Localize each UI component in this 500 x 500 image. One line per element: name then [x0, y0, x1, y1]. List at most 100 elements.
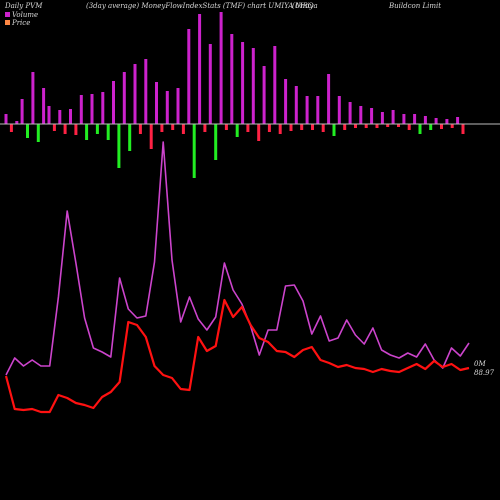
volume-bar — [429, 124, 433, 130]
volume-bar — [58, 110, 62, 124]
volume-bar — [69, 109, 72, 124]
volume-bar — [364, 124, 368, 128]
volume-bar — [235, 124, 239, 137]
volume-bar — [241, 42, 245, 124]
price-line — [4, 298, 470, 414]
legend-price-label: Price — [11, 19, 30, 27]
volume-bar — [106, 124, 110, 140]
chart-label-daily: Daily PVM — [4, 2, 43, 10]
price-volume-lines — [4, 141, 470, 414]
volume-bar — [397, 124, 400, 127]
volume-bar — [450, 124, 454, 128]
volume-bar — [418, 124, 422, 134]
volume-bar — [15, 121, 19, 124]
volume-bar — [251, 48, 255, 124]
legend-volume-swatch — [5, 12, 10, 17]
volume-bar — [257, 124, 261, 141]
volume-bar — [187, 29, 191, 124]
volume-bar — [273, 46, 277, 124]
volume-bar — [144, 59, 148, 124]
volume-bar — [456, 117, 460, 124]
volume-bar — [112, 81, 115, 124]
volume-bar — [370, 108, 374, 124]
company-label: (Umiya — [292, 2, 318, 10]
volume-bar — [402, 114, 406, 124]
volume-bar — [343, 124, 347, 130]
chart-label-mid: (3day average) MoneyFlowIndexStats (TMF)… — [86, 2, 314, 10]
volume-bar — [386, 124, 390, 127]
volume-bar — [337, 96, 341, 124]
volume-bar — [165, 91, 169, 124]
volume-bar — [440, 124, 443, 129]
volume-bar — [380, 112, 384, 124]
volume-line — [5, 141, 470, 376]
volume-bar — [138, 124, 142, 134]
volume-bar — [246, 124, 250, 132]
volume-bar — [413, 114, 417, 124]
volume-bar — [52, 124, 56, 131]
volume-bar — [300, 124, 304, 130]
volume-bar — [289, 124, 293, 131]
company-label-2: Buildcon Limit — [388, 2, 441, 10]
volume-bar — [327, 74, 331, 124]
volume-bar — [26, 124, 29, 138]
volume-bar — [375, 124, 379, 128]
volume-bar — [85, 124, 89, 140]
volume-bar — [203, 124, 207, 132]
volume-bar — [391, 110, 395, 124]
volume-bar — [181, 124, 185, 134]
volume-bar — [208, 44, 212, 124]
volume-bar — [74, 124, 78, 135]
volume-bar — [267, 124, 271, 132]
volume-bar — [42, 88, 46, 124]
volume-bar — [348, 102, 352, 124]
volume-bar — [354, 124, 357, 128]
volume-bar — [47, 106, 51, 124]
volume-bar — [219, 12, 223, 124]
volume-bar — [95, 124, 99, 134]
volume-bars — [4, 12, 465, 178]
volume-bar — [407, 124, 411, 130]
volume-bar — [332, 124, 336, 136]
volume-bar — [31, 72, 35, 124]
volume-bar — [101, 92, 105, 124]
volume-bar — [4, 114, 8, 124]
volume-bar — [445, 119, 449, 124]
legend-volume-label: Volume — [12, 11, 38, 19]
volume-bar — [149, 124, 153, 149]
volume-bar — [316, 96, 320, 124]
volume-bar — [321, 124, 325, 132]
volume-bar — [294, 86, 298, 124]
volume-bar — [128, 124, 132, 151]
volume-bar — [198, 14, 202, 124]
volume-bar — [423, 116, 427, 124]
volume-bar — [9, 124, 13, 132]
volume-bar — [63, 124, 67, 134]
volume-bar — [20, 99, 24, 124]
volume-bar — [278, 124, 282, 134]
volume-bar — [122, 72, 126, 124]
volume-bar — [434, 118, 438, 124]
volume-bar — [117, 124, 121, 168]
volume-bar — [90, 94, 94, 124]
volume-bar — [224, 124, 228, 130]
volume-bar — [214, 124, 218, 160]
volume-bar — [36, 124, 40, 142]
volume-bar — [311, 124, 314, 130]
volume-readout: 0M — [474, 360, 486, 368]
volume-bar — [176, 88, 180, 124]
volume-bar — [171, 124, 175, 130]
volume-bar — [262, 66, 266, 124]
volume-bar — [230, 34, 234, 124]
volume-bar — [160, 124, 164, 132]
volume-bar — [359, 106, 363, 124]
volume-bar — [305, 96, 309, 124]
volume-bar — [79, 95, 83, 124]
volume-bar — [461, 124, 465, 134]
volume-bar — [133, 64, 137, 124]
legend-price-swatch — [5, 20, 10, 25]
volume-bar — [155, 82, 158, 124]
volume-bar — [192, 124, 196, 178]
